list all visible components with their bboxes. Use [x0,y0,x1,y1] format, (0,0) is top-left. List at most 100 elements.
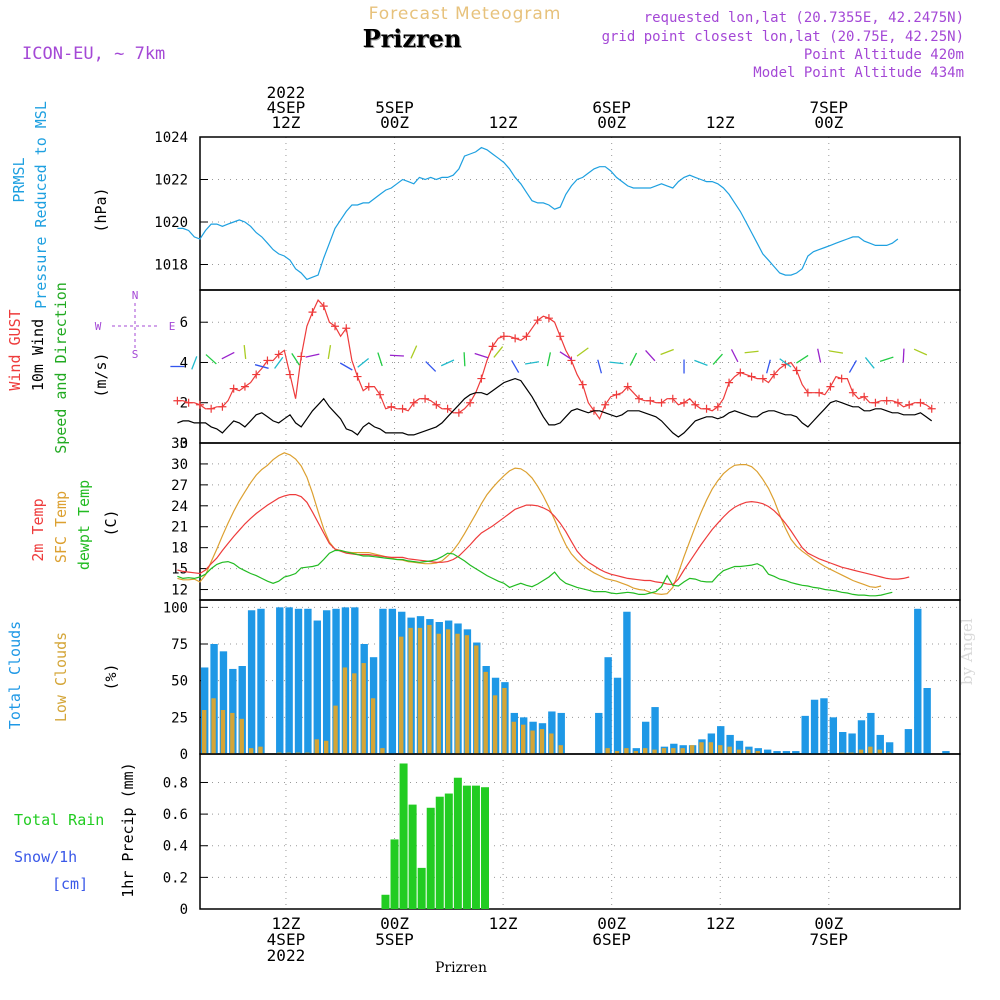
low-cloud-bar [408,627,413,754]
ylabel-gust: Wind GUST [6,309,24,390]
bottom-x-label: 5SEP [375,930,414,949]
wind-arrow [829,350,844,354]
wind-arrow [660,348,674,356]
label-snow-unit: [cm] [52,875,88,893]
ylabel-10m-wind: 10m Wind [29,319,47,391]
total-cloud-bar [229,668,237,754]
low-cloud-bar [258,746,263,754]
total-cloud-bar [923,688,931,754]
gust-marker [792,366,801,375]
gust-marker [747,372,756,381]
total-cloud-bar [304,608,312,754]
gust-marker [207,404,216,413]
y-tick-label: 2 [180,396,188,412]
total-cloud-bar [876,734,884,754]
low-cloud-bar [399,636,404,754]
low-cloud-bar [661,748,667,754]
wind-arrow [730,349,739,363]
low-cloud-bar [877,749,882,754]
y-tick-label: 21 [171,520,188,536]
bottom-x-label: 12Z [489,914,518,933]
gust-marker [860,392,869,401]
gust-marker [477,374,486,383]
gust-marker [522,332,531,341]
wind-arrow [205,354,217,365]
total-cloud-bar [641,721,650,754]
wind-arrow [377,352,383,367]
gust-marker [409,398,418,407]
wind-arrow [913,348,928,356]
wind-arrow [463,352,466,367]
y-tick-label: 15 [171,562,188,578]
total-cloud-bar [388,608,397,754]
gust-marker [454,408,463,417]
y-tick-label: 50 [171,674,188,690]
gust-marker [387,402,396,411]
wind-arrow [817,348,822,363]
total-cloud-bar [839,732,847,754]
gust-marker [657,398,666,407]
total-cloud-bar [914,608,922,754]
gust-marker [623,382,632,391]
gust-marker [398,404,407,413]
footer-place: Prizren [435,960,487,976]
gust-marker [646,396,655,405]
top-x-label: 4SEP [267,98,306,117]
gust-marker [331,322,340,331]
ylabel-sfc-temp: SFC Temp [52,491,70,563]
low-cloud-bar [652,749,657,754]
gust-marker [815,388,824,397]
wind-arrow [254,364,269,369]
total-cloud-bar [604,657,612,754]
top-x-label: 00Z [597,113,626,132]
gust-marker [466,398,475,407]
low-cloud-bar [220,710,226,754]
gust-marker [725,378,734,387]
gust-marker [252,370,261,379]
rain-bar [471,785,480,909]
low-cloud-bar [642,748,648,754]
gust-marker [837,374,846,383]
gust-marker [634,394,643,403]
gust-marker [905,400,914,409]
low-cloud-bar [464,635,470,754]
low-cloud-bar [530,730,535,754]
wind-arrow [291,353,300,366]
gust-marker [511,334,520,343]
gust-marker [184,398,193,407]
gust-marker [691,400,700,409]
low-cloud-bar [502,688,507,754]
low-cloud-bar [633,751,638,754]
gust-marker [601,400,610,409]
wind-arrow [221,351,235,360]
wind-arrow [410,345,418,359]
wind-arrow [511,360,520,373]
low-cloud-bar [455,633,460,754]
wind-arrow [425,361,437,372]
gust-marker [353,372,362,381]
y-tick-label: 1024 [154,130,188,146]
gust-marker [285,370,294,379]
clouds-panel: 0 25 50 75 100 Total Clouds Low Clouds (%) [6,599,961,763]
gust-marker [421,394,430,403]
total-cloud-bar [332,608,340,754]
total-cloud-bar [548,711,556,754]
total-cloud-bar [867,712,875,754]
gust-marker [826,382,835,391]
total-cloud-bar [257,608,265,754]
bottom-x-label: 6SEP [592,930,631,949]
low-cloud-bar [474,645,479,754]
gust-marker [432,400,441,409]
total-cloud-bar [857,720,866,754]
wind-arrow [440,359,455,367]
y-tick-label: 33 [171,436,188,452]
gust-marker [240,382,249,391]
low-cloud-bar [314,739,319,754]
wind-arrow [864,357,875,369]
grid-coords: grid point closest lon,lat (20.75E, 42.2… [601,29,964,45]
top-x-label: 00Z [380,113,409,132]
gust-marker [443,404,452,413]
temperature-panel: 12 15 18 21 24 27 30 33 2m Temp SFC Temp dewpt Tem… [29,436,961,601]
low-cloud-bar [614,751,620,754]
